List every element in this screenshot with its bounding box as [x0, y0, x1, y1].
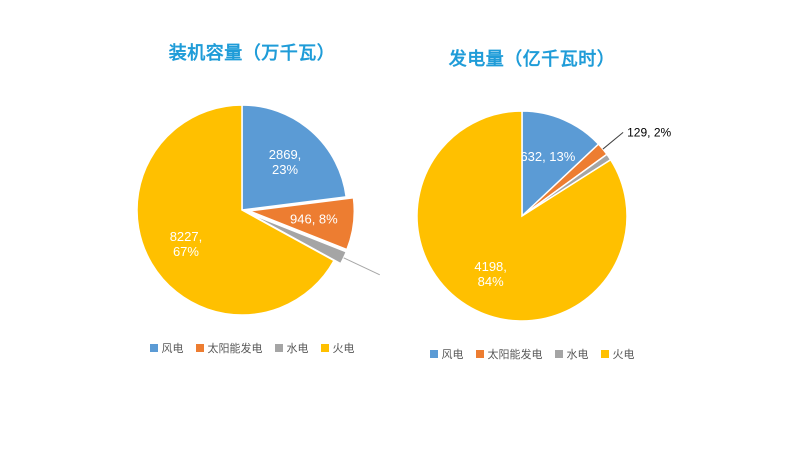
data-label-solar: 946, 8%: [290, 212, 338, 227]
legend-swatch: [320, 344, 329, 352]
legend-swatch: [149, 344, 158, 352]
pie-slice-thermal: [136, 104, 336, 316]
chart-legend: 风电 太阳能发电 水电 火电: [372, 346, 692, 362]
chart-title: 装机容量（万千瓦）: [168, 43, 336, 63]
chart-installed-capacity: 装机容量（万千瓦） 2869, 23% 946, 8% 8227, 67% 风电 太阳能发…: [92, 40, 412, 356]
data-label-solar: 129, 2%: [627, 125, 671, 139]
legend-label: 太阳能发电: [487, 349, 543, 361]
legend-label: 火电: [612, 349, 635, 361]
data-label-wind: 2869, 23%: [269, 147, 302, 177]
chart-legend: 风电 太阳能发电 水电 火电: [92, 340, 412, 356]
data-label-thermal: 8227, 67%: [170, 229, 203, 259]
leader-line-hydro: [343, 257, 380, 276]
legend-label: 火电: [332, 343, 355, 355]
legend-item: 水电: [274, 340, 309, 356]
legend-item: 火电: [320, 340, 355, 356]
legend-item: 水电: [554, 346, 589, 362]
legend-item: 太阳能发电: [195, 340, 263, 356]
legend-label: 水电: [566, 349, 589, 361]
data-label-wind: 632, 13%: [520, 149, 575, 164]
pie-plot: 2869, 23% 946, 8% 8227, 67%: [136, 104, 380, 316]
pie-slice-solar: [249, 196, 356, 251]
chart-title: 发电量（亿千瓦时）: [448, 49, 616, 69]
legend-item: 太阳能发电: [475, 346, 543, 362]
legend-swatch: [195, 344, 204, 352]
legend-label: 风电: [161, 343, 184, 355]
legend-swatch: [600, 350, 609, 358]
legend-swatch: [475, 350, 484, 358]
legend-label: 太阳能发电: [207, 343, 263, 355]
pie-slice-thermal: [416, 110, 628, 322]
leader-line-solar: [602, 131, 624, 150]
chart-power-generation: 发电量（亿千瓦时） 632, 13% 129, 2% 4198, 84% 风电 太阳能发…: [372, 46, 692, 362]
pie-plot: 632, 13% 129, 2% 4198, 84%: [416, 110, 671, 322]
legend-swatch: [429, 350, 438, 358]
legend-label: 风电: [441, 349, 464, 361]
legend-item: 火电: [600, 346, 635, 362]
pie-slice-wind: [521, 110, 600, 218]
legend-item: 风电: [149, 340, 184, 356]
legend-swatch: [554, 350, 563, 358]
legend-swatch: [274, 344, 283, 352]
legend-item: 风电: [429, 346, 464, 362]
pie-slice-wind: [241, 104, 348, 211]
data-label-thermal: 4198, 84%: [474, 259, 507, 289]
legend-label: 水电: [286, 343, 309, 355]
